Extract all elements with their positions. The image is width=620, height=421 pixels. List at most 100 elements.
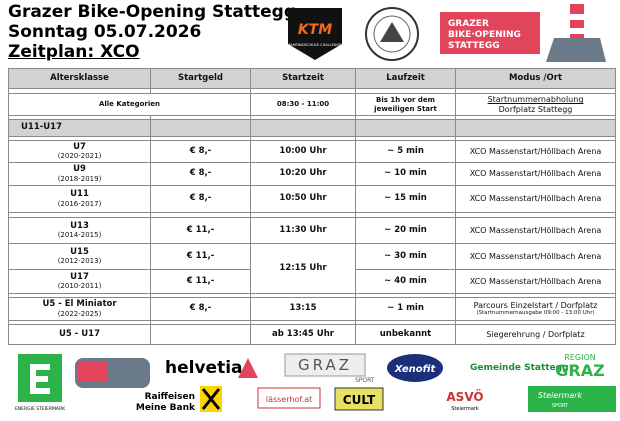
- table-cell: ~ 40 min: [355, 269, 456, 294]
- sponsor: helvetia: [165, 358, 243, 378]
- cell-text: XCO Massenstart/Höllbach Arena: [469, 225, 602, 235]
- sponsor: ENERGIE STEIERMARK: [15, 406, 66, 412]
- table-cell: [150, 119, 251, 137]
- table-cell: U9 (2018-2019): [8, 162, 151, 186]
- table-cell: U11 (2016-2017): [8, 185, 151, 213]
- cell-text: (2022-2025): [57, 309, 102, 318]
- cell-text: U5 - El Miniator: [42, 299, 117, 310]
- sponsor: Xenofit: [394, 364, 437, 375]
- table-cell: Parcours Einzelstart / Dorfplatz (Startnu…: [455, 297, 616, 321]
- cell-text: ~ 40 min: [384, 275, 427, 286]
- cell-text: Startzeit: [282, 72, 324, 83]
- sponsor: SPORT: [552, 403, 569, 409]
- schedule: Zeitplan: XCO: [8, 42, 140, 62]
- cell-text: € 8,-: [189, 193, 212, 204]
- table-cell: € 11,-: [150, 243, 251, 270]
- header-logos: KTM FAHRRADSCHULE CHALLENGE GRAZER BIKE·…: [288, 4, 606, 62]
- date: Sonntag 05.07.2026: [8, 22, 202, 42]
- cell-text: Startgeld: [177, 72, 224, 83]
- cell-text: Modus /Ort: [508, 72, 563, 83]
- table-cell: Modus /Ort: [455, 68, 616, 89]
- table-cell: Alle Kategorien: [8, 93, 251, 116]
- cell-text: € 8,-: [189, 168, 212, 179]
- table-cell: ~ 30 min: [355, 243, 456, 270]
- table-cell: € 11,-: [150, 217, 251, 244]
- table-cell: U5 - U17: [8, 324, 151, 345]
- sponsor: Steiermark: [451, 406, 479, 412]
- table-cell: € 8,-: [150, 140, 251, 163]
- cell-text: € 11,-: [186, 224, 215, 235]
- table-cell: Altersklasse: [8, 68, 151, 89]
- cell-text: XCO Massenstart/Höllbach Arena: [469, 194, 602, 204]
- cell-text: (2010-2011): [57, 282, 102, 291]
- cell-text: U17: [70, 271, 89, 282]
- cell-text: 12:15 Uhr: [279, 262, 327, 273]
- cell-text: ~ 10 min: [384, 168, 427, 179]
- table-cell: 10:50 Uhr: [250, 185, 356, 213]
- cell-text: € 8,-: [189, 303, 212, 314]
- table-cell: ab 13:45 Uhr: [250, 324, 356, 345]
- sponsor: GRAZ: [298, 356, 352, 374]
- cell-text: ~ 15 min: [384, 193, 427, 204]
- cell-text: ~ 5 min: [387, 145, 424, 156]
- table-cell: XCO Massenstart/Höllbach Arena: [455, 243, 616, 270]
- table-cell: ~ 10 min: [355, 162, 456, 186]
- sponsors: ENERGIE STEIERMARK helvetia GRAZ SPORT X…: [15, 353, 616, 413]
- table-cell: 08:30 - 11:00: [250, 93, 356, 116]
- cell-text: Siegerehrung / Dorfplatz: [486, 329, 585, 339]
- table-cell: [355, 119, 456, 137]
- cell-text: XCO Massenstart/Höllbach Arena: [469, 276, 602, 286]
- table-cell: unbekannt: [355, 324, 456, 345]
- cell-text: (Startnummernausgabe 09:00 - 13:00 Uhr): [476, 310, 595, 317]
- table-cell: XCO Massenstart/Höllbach Arena: [455, 217, 616, 244]
- table-cell: U13 (2014-2015): [8, 217, 151, 244]
- cell-text: (2012-2013): [57, 257, 102, 266]
- cell-text: (2016-2017): [57, 199, 102, 208]
- table-cell: [150, 324, 251, 345]
- table-cell: 11:30 Uhr: [250, 217, 356, 244]
- table-cell: XCO Massenstart/Höllbach Arena: [455, 162, 616, 186]
- table-cell: Laufzeit: [355, 68, 456, 89]
- cell-text: U9: [73, 164, 86, 175]
- cell-text: Dorfplatz Stattegg: [498, 104, 573, 114]
- title: Grazer Bike-Opening Stattegg: [8, 2, 296, 22]
- table-cell: U17 (2010-2011): [8, 269, 151, 294]
- table-cell: U5 - El Miniator (2022-2025): [8, 297, 151, 321]
- cell-text: (2020-2021): [57, 152, 102, 161]
- cell-text: Parcours Einzelstart / Dorfplatz: [473, 301, 598, 311]
- table-cell: ~ 5 min: [355, 140, 456, 163]
- table-cell: 12:15 Uhr: [250, 243, 356, 294]
- cell-text: € 8,-: [189, 145, 212, 156]
- opening-2: BIKE·OPENING: [448, 30, 521, 40]
- cell-text: XCO Massenstart/Höllbach Arena: [469, 251, 602, 261]
- sponsor: GRAZ: [555, 361, 604, 380]
- table-cell: ~ 15 min: [355, 185, 456, 213]
- opening-1: GRAZER: [448, 19, 489, 29]
- sponsor: SPORT: [355, 377, 375, 384]
- table-cell: 10:00 Uhr: [250, 140, 356, 163]
- sponsor: ASVÖ: [446, 389, 483, 404]
- table-cell: U15 (2012-2013): [8, 243, 151, 270]
- cell-text: Laufzeit: [386, 72, 425, 83]
- cell-text: ~ 1 min: [387, 303, 424, 314]
- table-cell: ~ 1 min: [355, 297, 456, 321]
- cell-text: 13:15: [289, 303, 317, 314]
- table-cell: [455, 119, 616, 137]
- cell-text: (2014-2015): [57, 231, 102, 240]
- cell-text: 10:50 Uhr: [279, 193, 327, 204]
- cell-text: Startnummernabholung: [487, 95, 584, 105]
- sponsor: REGION: [564, 353, 595, 362]
- cell-text: ~ 30 min: [384, 250, 427, 261]
- cell-text: unbekannt: [379, 328, 432, 339]
- sponsor: Steiermark: [538, 391, 583, 400]
- cell-text: U15: [70, 246, 89, 257]
- table-cell: € 11,-: [150, 269, 251, 294]
- table-cell: U11-U17: [8, 119, 151, 137]
- table-cell: 10:20 Uhr: [250, 162, 356, 186]
- table-cell: Startnummernabholung Dorfplatz Stattegg: [455, 93, 616, 116]
- cell-text: Bis 1h vor dem jeweiligen Start: [374, 96, 437, 113]
- sponsor: lässerhof.at: [266, 395, 312, 404]
- sponsor: Meine Bank: [136, 403, 196, 413]
- cell-text: Altersklasse: [50, 72, 109, 83]
- cell-text: ab 13:45 Uhr: [272, 328, 334, 339]
